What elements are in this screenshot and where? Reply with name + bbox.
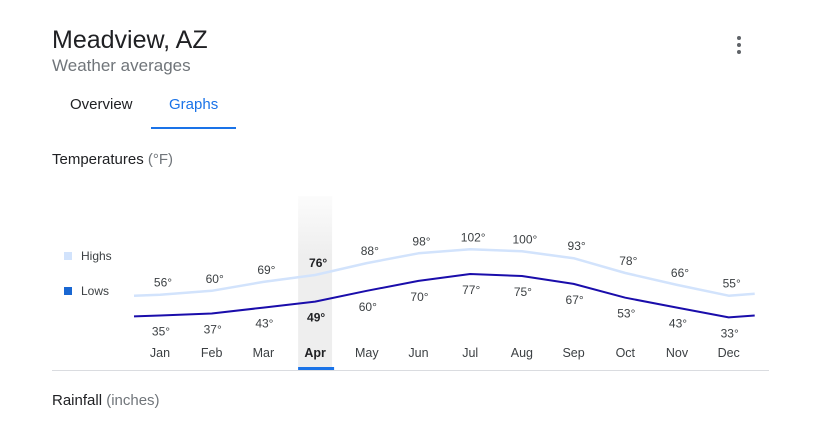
legend-lows-swatch <box>64 287 72 295</box>
highs-data-label: 100° <box>512 232 537 246</box>
month-tick-label[interactable]: Aug <box>511 346 533 360</box>
lows-data-label: 33° <box>721 326 739 340</box>
lows-data-label: 53° <box>617 307 635 321</box>
location-title: Meadview, AZ <box>52 26 208 54</box>
highs-data-label: 88° <box>361 244 379 258</box>
month-tick-label[interactable]: Oct <box>616 346 636 360</box>
highs-data-label: 78° <box>619 254 637 268</box>
lows-series-line <box>133 273 755 319</box>
more-options-icon[interactable] <box>728 32 750 58</box>
lows-data-label: 77° <box>462 283 480 297</box>
lows-data-label: 49° <box>307 311 325 325</box>
highs-data-label: 55° <box>723 277 741 291</box>
lows-data-label: 37° <box>204 322 222 336</box>
legend-highs-label: Highs <box>81 249 112 263</box>
weather-averages-subtitle: Weather averages <box>52 56 191 75</box>
month-tick-label[interactable]: Jan <box>150 346 170 360</box>
legend-highs[interactable]: Highs <box>64 249 112 263</box>
temperatures-section-title: Temperatures (°F) <box>52 151 173 168</box>
month-tick-label[interactable]: Dec <box>718 346 740 360</box>
selected-month-band <box>298 196 333 368</box>
temperatures-label: Temperatures <box>52 151 144 168</box>
legend-lows-label: Lows <box>81 284 110 298</box>
month-tick-label[interactable]: May <box>355 346 379 360</box>
selected-month-indicator <box>298 367 335 370</box>
month-tick-label[interactable]: Jul <box>462 346 478 360</box>
month-tick-label[interactable]: Mar <box>253 346 275 360</box>
chart-divider <box>52 370 769 371</box>
highs-data-label: 98° <box>412 234 430 248</box>
lows-data-label: 75° <box>514 285 532 299</box>
month-tick-label[interactable]: Apr <box>304 346 326 360</box>
rainfall-section-title: Rainfall (inches) <box>52 392 160 409</box>
highs-data-label: 60° <box>206 272 224 286</box>
month-tick-label[interactable]: Nov <box>666 346 689 360</box>
tab-overview[interactable]: Overview <box>70 96 133 113</box>
lows-data-label: 35° <box>152 324 170 338</box>
rainfall-unit: (inches) <box>106 392 160 409</box>
legend-highs-swatch <box>64 252 72 260</box>
highs-data-label: 69° <box>257 263 275 277</box>
month-tick-label[interactable]: Sep <box>562 346 584 360</box>
lows-data-label: 60° <box>359 300 377 314</box>
highs-data-label: 102° <box>461 230 486 244</box>
highs-data-label: 66° <box>671 266 689 280</box>
tab-graphs[interactable]: Graphs <box>169 96 219 113</box>
month-tick-label[interactable]: Jun <box>408 346 428 360</box>
highs-data-label: 93° <box>568 239 586 253</box>
lows-data-label: 43° <box>255 317 273 331</box>
month-tick-label[interactable]: Feb <box>201 346 223 360</box>
lows-data-label: 43° <box>669 317 687 331</box>
highs-data-label: 56° <box>154 276 172 290</box>
lows-data-label: 70° <box>410 290 428 304</box>
lows-data-label: 67° <box>566 293 584 307</box>
temperatures-unit: (°F) <box>147 151 174 168</box>
tab-selected-indicator <box>151 127 236 129</box>
highs-series-line <box>133 248 755 297</box>
rainfall-label: Rainfall <box>52 392 103 409</box>
legend-lows[interactable]: Lows <box>64 284 109 298</box>
highs-data-label: 76° <box>309 256 327 270</box>
